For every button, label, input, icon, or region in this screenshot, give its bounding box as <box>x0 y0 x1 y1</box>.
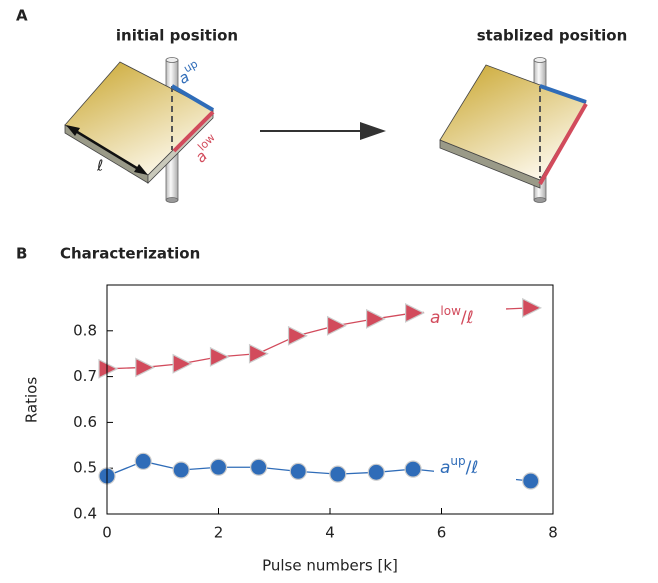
stabilized-diagram <box>439 57 588 203</box>
y-tick-label: 0.8 <box>73 321 97 339</box>
panel-label: A <box>16 7 28 25</box>
initial-diagram <box>64 57 215 203</box>
plot-frame <box>106 284 554 515</box>
label-base: a <box>430 308 440 328</box>
circle-marker <box>209 458 228 476</box>
label-suffix: /ℓ <box>461 308 474 328</box>
right-title: stablized position <box>477 27 628 45</box>
label-suffix: /ℓ <box>466 458 479 478</box>
x-tick-label: 8 <box>548 524 558 542</box>
x-tick-label: 0 <box>102 524 112 542</box>
y-tick-label: 0.6 <box>73 413 97 431</box>
series-line <box>107 460 531 482</box>
triangle-marker <box>135 357 156 378</box>
x-axis-label: Pulse numbers [k] <box>262 557 398 575</box>
triangle-marker <box>522 297 543 318</box>
y-axis-label: Ratios <box>23 377 41 424</box>
label-base: a <box>440 458 450 478</box>
circle-marker <box>134 452 152 470</box>
circle-marker <box>367 463 385 481</box>
label-sup: up <box>450 454 465 468</box>
triangle-marker <box>98 358 119 379</box>
series-label: alow/ℓ <box>430 304 474 329</box>
series-line <box>107 307 531 370</box>
x-tick-label: 4 <box>325 524 335 542</box>
transition-arrow <box>260 122 386 140</box>
label-sup: up <box>181 57 200 75</box>
triangle-marker <box>366 308 386 329</box>
label-sup: low <box>440 304 461 318</box>
circle-marker <box>404 460 422 478</box>
label-background <box>434 452 516 482</box>
length-label: ℓ <box>96 157 103 175</box>
triangle-marker <box>326 315 347 336</box>
left-title: initial position <box>116 27 238 45</box>
panel-label: B <box>16 245 27 263</box>
y-tick-label: 0.5 <box>73 459 97 477</box>
series-label: aup/ℓ <box>440 454 478 479</box>
y-tick-label: 0.7 <box>73 367 97 385</box>
circle-marker <box>250 458 268 476</box>
circle-marker <box>172 461 190 479</box>
triangle-marker <box>209 346 230 367</box>
circle-marker <box>329 465 347 483</box>
x-tick-label: 2 <box>214 524 224 542</box>
chart-title: Characterization <box>60 245 200 263</box>
x-tick-label: 6 <box>437 524 447 542</box>
triangle-marker <box>172 353 193 374</box>
y-tick-label: 0.4 <box>73 505 97 523</box>
triangle-marker <box>405 302 425 323</box>
triangle-marker <box>248 343 269 364</box>
label-background <box>424 302 506 332</box>
circle-marker <box>289 462 307 481</box>
circle-marker <box>522 472 540 490</box>
triangle-marker <box>287 325 308 346</box>
